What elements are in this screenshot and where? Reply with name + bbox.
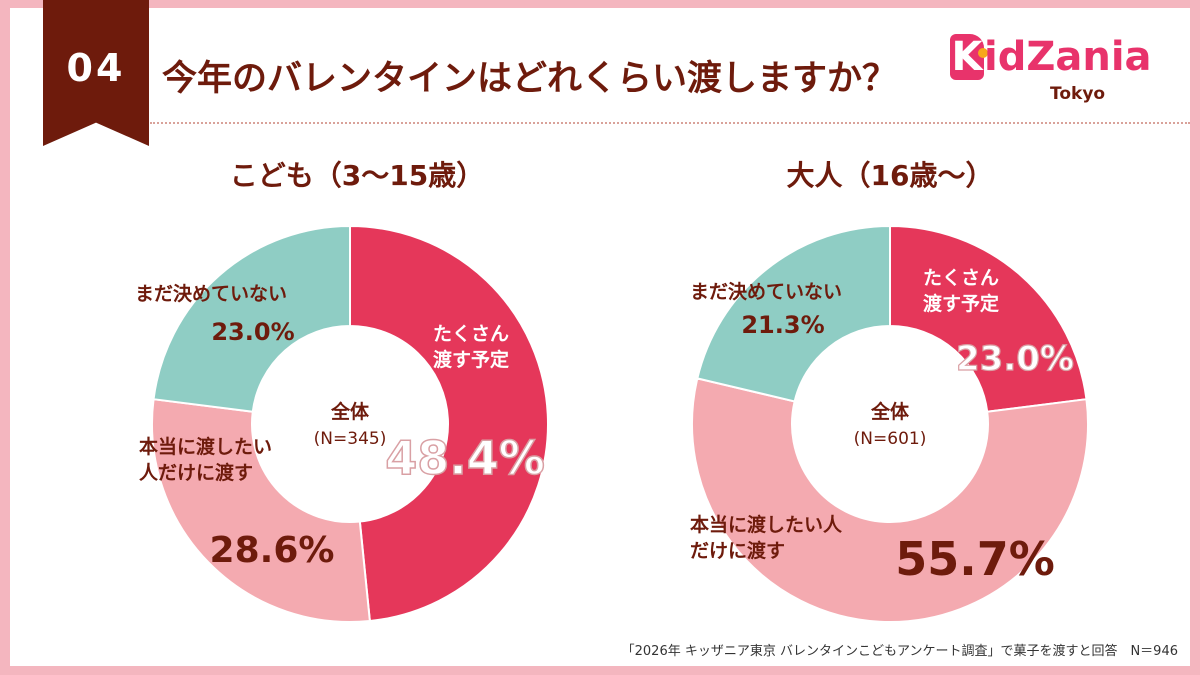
adults-slice-1 — [691, 377, 1089, 623]
page-title: 今年のバレンタインはどれくらい渡しますか？ — [162, 59, 898, 99]
adults-slice-2 — [696, 224, 891, 403]
kids-slice-1 — [151, 398, 371, 623]
adults-slice-1-value: 55.7% — [895, 532, 1055, 586]
logo-k-mark: K — [950, 34, 988, 80]
adults-chart-title: 大人（16歳～） — [786, 159, 994, 192]
kids-slice-2-label: まだ決めていない — [135, 283, 287, 305]
kids-slice-1-label: 本当に渡したい — [139, 435, 272, 458]
kids-slice-0-label: たくさん — [433, 323, 509, 345]
kids-center-label: 全体 — [330, 400, 370, 423]
kids-slice-0 — [349, 224, 549, 623]
title-divider — [150, 122, 1190, 124]
kids-slice-2 — [152, 224, 351, 413]
kids-slice-0-value: 48.4% — [385, 431, 545, 485]
adults-slice-1-label: だけに渡す — [690, 539, 785, 562]
logo-k-letter: K — [951, 34, 983, 80]
section-number: 04 — [66, 46, 126, 90]
logo-dot-icon — [978, 48, 988, 58]
kids-slice-2-value: 23.0% — [211, 318, 294, 346]
footnote: 「2026年 キッザニア東京 バレンタインこどもアンケート調査」で菓子を渡すと回… — [621, 644, 1178, 659]
logo-sub: Tokyo — [1050, 84, 1106, 104]
adults-center-n: (N=601) — [854, 429, 927, 449]
adults-slice-0-value: 23.0% — [956, 339, 1074, 379]
adults-slice-1-label: 本当に渡したい人 — [690, 513, 843, 536]
adults-slice-0-label: たくさん — [923, 267, 999, 289]
kids-slice-0-label: 渡す予定 — [433, 348, 509, 371]
adults-slice-0-label: 渡す予定 — [923, 292, 999, 315]
kids-chart-title: こども（3～15歳） — [229, 159, 485, 192]
kids-slice-1-label: 人だけに渡す — [139, 461, 253, 484]
adults-center-label: 全体 — [870, 400, 910, 423]
kids-center-n: (N=345) — [314, 429, 387, 449]
kidzania-logo: K idZania Tokyo — [940, 30, 1190, 110]
kids-slice-1-value: 28.6% — [210, 530, 335, 571]
section-number-badge: 04 — [43, 0, 149, 146]
logo-wordmark: idZania — [984, 34, 1152, 80]
adults-slice-2-value: 21.3% — [741, 311, 824, 339]
adults-slice-2-label: まだ決めていない — [690, 281, 842, 303]
adults-slice-0 — [889, 224, 1088, 413]
